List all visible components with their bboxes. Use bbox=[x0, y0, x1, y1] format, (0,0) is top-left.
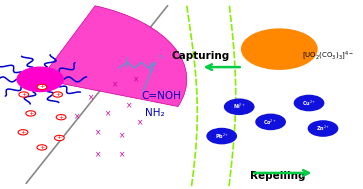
Text: +: + bbox=[58, 115, 64, 120]
Text: Co$^{2+}$: Co$^{2+}$ bbox=[264, 117, 278, 127]
Text: +: + bbox=[39, 84, 45, 89]
Text: +: + bbox=[39, 145, 45, 150]
Text: +: + bbox=[21, 92, 26, 97]
Text: ×: × bbox=[95, 128, 101, 137]
Circle shape bbox=[255, 114, 286, 130]
Circle shape bbox=[56, 115, 66, 120]
Circle shape bbox=[26, 111, 36, 116]
Text: ×: × bbox=[119, 132, 125, 141]
Circle shape bbox=[294, 95, 325, 111]
Text: ×: × bbox=[87, 94, 94, 103]
Text: Ni$^{2+}$: Ni$^{2+}$ bbox=[233, 102, 246, 112]
Text: Pb$^{2+}$: Pb$^{2+}$ bbox=[215, 131, 229, 141]
Text: +: + bbox=[20, 130, 26, 135]
Text: ×: × bbox=[119, 150, 125, 160]
Text: Capturing: Capturing bbox=[172, 51, 230, 61]
Text: +: + bbox=[28, 111, 33, 116]
Text: ×: × bbox=[95, 150, 101, 160]
Text: ×: × bbox=[136, 118, 143, 127]
Circle shape bbox=[19, 92, 29, 97]
Circle shape bbox=[37, 84, 47, 90]
Circle shape bbox=[54, 135, 64, 141]
Text: +: + bbox=[55, 92, 60, 97]
Text: $[\mathrm{UO_2(CO_3)_3}]^{4-}$: $[\mathrm{UO_2(CO_3)_3}]^{4-}$ bbox=[302, 49, 354, 62]
Text: n: n bbox=[159, 54, 163, 60]
Wedge shape bbox=[40, 6, 187, 107]
Text: C=NOH: C=NOH bbox=[142, 91, 181, 101]
Circle shape bbox=[206, 128, 237, 144]
Circle shape bbox=[224, 98, 254, 115]
Text: ×: × bbox=[133, 75, 139, 84]
Text: Repelling: Repelling bbox=[250, 171, 305, 181]
Text: ×: × bbox=[74, 113, 80, 122]
Text: Zn$^{2+}$: Zn$^{2+}$ bbox=[316, 124, 330, 133]
Text: ×: × bbox=[126, 101, 132, 110]
Circle shape bbox=[16, 67, 64, 92]
Text: +: + bbox=[57, 136, 62, 140]
Circle shape bbox=[18, 130, 28, 135]
Circle shape bbox=[53, 92, 62, 97]
Circle shape bbox=[241, 28, 318, 70]
Text: Cu$^{2+}$: Cu$^{2+}$ bbox=[302, 98, 316, 108]
Text: ×: × bbox=[105, 109, 111, 118]
Circle shape bbox=[37, 145, 47, 150]
Text: ×: × bbox=[112, 81, 118, 90]
Circle shape bbox=[307, 120, 338, 137]
Text: NH₂: NH₂ bbox=[145, 108, 164, 118]
